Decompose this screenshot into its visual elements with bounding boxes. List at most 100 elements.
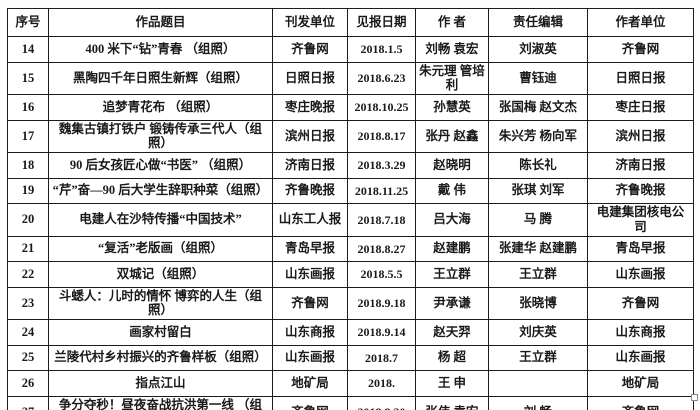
serial-cell: 24 xyxy=(7,319,49,346)
author-cell: 杨 超 xyxy=(415,344,489,371)
author-unit-cell: 滨州日报 xyxy=(587,119,694,153)
date-cell: 2018.5.5 xyxy=(347,261,416,288)
author-unit-cell: 山东画报 xyxy=(587,344,694,371)
editor-cell: 马 腾 xyxy=(488,203,588,237)
title-cell: 争分夺秒！昼夜奋战抗洪第一线 （组照） xyxy=(48,395,273,410)
serial-cell: 22 xyxy=(7,261,49,288)
author-cell: 赵建鹏 xyxy=(415,235,489,262)
title-cell: 画家村留白 xyxy=(48,319,273,346)
author-unit-cell: 山东商报 xyxy=(587,319,694,346)
author-cell: 赵晓明 xyxy=(415,152,489,179)
author-unit-cell: 日照日报 xyxy=(587,61,694,95)
table-row: 18 90 后女孩匠心做“书医” （组照） 济南日报 2018.3.29 赵晓明… xyxy=(7,152,694,179)
column-header: 作者单位 xyxy=(587,8,694,37)
publisher-cell: 山东商报 xyxy=(272,319,348,346)
title-cell: 兰陵代村乡村振兴的齐鲁样板（组照） xyxy=(48,344,273,371)
table-row: 21 “复活”老版画（组照） 青岛早报 2018.8.27 赵建鹏 张建华 赵建… xyxy=(7,235,694,262)
date-cell: 2018.3.29 xyxy=(347,152,416,179)
table-row: 16 追梦青花布 （组照） 枣庄晚报 2018.10.25 孙慧英 张国梅 赵文… xyxy=(7,94,694,121)
table-row: 15 黑陶四千年日照生新辉（组照） 日照日报 2018.6.23 朱元理 管培利… xyxy=(7,61,694,95)
author-unit-cell: 枣庄日报 xyxy=(587,94,694,121)
author-cell: 王立群 xyxy=(415,261,489,288)
title-cell: 指点江山 xyxy=(48,370,273,397)
editor-cell: 王立群 xyxy=(488,261,588,288)
editor-cell: 王立群 xyxy=(488,344,588,371)
table-row: 14 400 米下“钻”青春 （组照） 齐鲁网 2018.1.5 刘畅 袁宏 刘… xyxy=(7,36,694,63)
serial-cell: 18 xyxy=(7,152,49,179)
serial-cell: 26 xyxy=(7,370,49,397)
serial-cell: 21 xyxy=(7,235,49,262)
title-cell: 斗蟋人：儿时的情怀 博弈的人生（组照） xyxy=(48,286,273,320)
serial-cell: 16 xyxy=(7,94,49,121)
table-row: 19 “芹”奋—90 后大学生辞职种菜（组照） 齐鲁晚报 2018.11.25 … xyxy=(7,177,694,204)
publisher-cell: 齐鲁网 xyxy=(272,395,348,410)
serial-cell: 20 xyxy=(7,203,49,237)
editor-cell: 朱兴芳 杨向军 xyxy=(488,119,588,153)
date-cell: 2018.7.18 xyxy=(347,203,416,237)
serial-cell: 23 xyxy=(7,286,49,320)
table-row: 23 斗蟋人：儿时的情怀 博弈的人生（组照） 齐鲁网 2018.9.18 尹承谦… xyxy=(7,286,694,320)
publisher-cell: 齐鲁网 xyxy=(272,36,348,63)
author-unit-cell: 电建集团核电公司 xyxy=(587,203,694,237)
table-row: 27 争分夺秒！昼夜奋战抗洪第一线 （组照） 齐鲁网 2018.8.30 张伟 … xyxy=(7,395,694,410)
table-row: 26 指点江山 地矿局 2018. 王 申 地矿局 xyxy=(7,370,694,397)
author-cell: 刘畅 袁宏 xyxy=(415,36,489,63)
editor-cell: 张建华 赵建鹏 xyxy=(488,235,588,262)
serial-cell: 15 xyxy=(7,61,49,95)
author-cell: 张丹 赵鑫 xyxy=(415,119,489,153)
publisher-cell: 枣庄晚报 xyxy=(272,94,348,121)
title-cell: 400 米下“钻”青春 （组照） xyxy=(48,36,273,63)
author-cell: 戴 伟 xyxy=(415,177,489,204)
date-cell: 2018.8.17 xyxy=(347,119,416,153)
publisher-cell: 日照日报 xyxy=(272,61,348,95)
author-unit-cell: 地矿局 xyxy=(587,370,694,397)
author-unit-cell: 青岛早报 xyxy=(587,235,694,262)
table-row: 22 双城记（组照） 山东画报 2018.5.5 王立群 王立群 山东画报 xyxy=(7,261,694,288)
table-row: 20 电建人在沙特传播“中国技术” 山东工人报 2018.7.18 吕大海 马 … xyxy=(7,203,694,237)
author-unit-cell: 济南日报 xyxy=(587,152,694,179)
title-cell: “芹”奋—90 后大学生辞职种菜（组照） xyxy=(48,177,273,204)
date-cell: 2018.11.25 xyxy=(347,177,416,204)
table-row: 17 魏集古镇打铁户 锻铸传承三代人（组照） 滨州日报 2018.8.17 张丹… xyxy=(7,119,694,153)
date-cell: 2018.1.5 xyxy=(347,36,416,63)
author-cell: 孙慧英 xyxy=(415,94,489,121)
title-cell: 黑陶四千年日照生新辉（组照） xyxy=(48,61,273,95)
author-unit-cell: 山东画报 xyxy=(587,261,694,288)
publisher-cell: 青岛早报 xyxy=(272,235,348,262)
title-cell: 电建人在沙特传播“中国技术” xyxy=(48,203,273,237)
serial-cell: 27 xyxy=(7,395,49,410)
table-resize-handle-icon[interactable] xyxy=(691,394,698,401)
column-header: 见报日期 xyxy=(347,8,416,37)
column-header: 作品题目 xyxy=(48,8,273,37)
editor-cell: 张晓博 xyxy=(488,286,588,320)
publisher-cell: 地矿局 xyxy=(272,370,348,397)
date-cell: 2018.8.30 xyxy=(347,395,416,410)
date-cell: 2018. xyxy=(347,370,416,397)
editor-cell: 刘庆英 xyxy=(488,319,588,346)
title-cell: 90 后女孩匠心做“书医” （组照） xyxy=(48,152,273,179)
column-header: 作 者 xyxy=(415,8,489,37)
author-unit-cell: 齐鲁晚报 xyxy=(587,177,694,204)
author-cell: 赵天羿 xyxy=(415,319,489,346)
title-cell: 追梦青花布 （组照） xyxy=(48,94,273,121)
author-cell: 尹承谦 xyxy=(415,286,489,320)
editor-cell: 张琪 刘军 xyxy=(488,177,588,204)
column-header: 刊发单位 xyxy=(272,8,348,37)
header-row: 序号 作品题目 刊发单位 见报日期作 者责任编辑 作者单位 xyxy=(7,8,694,37)
publisher-cell: 滨州日报 xyxy=(272,119,348,153)
editor-cell: 曹钰迪 xyxy=(488,61,588,95)
author-cell: 吕大海 xyxy=(415,203,489,237)
title-cell: 双城记（组照） xyxy=(48,261,273,288)
serial-cell: 25 xyxy=(7,344,49,371)
editor-cell: 刘 畅 xyxy=(488,395,588,410)
table-row: 24 画家村留白 山东商报 2018.9.14 赵天羿 刘庆英 山东商报 xyxy=(7,319,694,346)
editor-cell: 刘淑英 xyxy=(488,36,588,63)
column-header: 序号 xyxy=(7,8,49,37)
awards-works-table: 序号 作品题目 刊发单位 见报日期作 者责任编辑 作者单位 14 400 米下“钻”青春… xyxy=(7,8,694,410)
publisher-cell: 山东画报 xyxy=(272,261,348,288)
publisher-cell: 齐鲁网 xyxy=(272,286,348,320)
title-cell: 魏集古镇打铁户 锻铸传承三代人（组照） xyxy=(48,119,273,153)
author-unit-cell: 齐鲁网 xyxy=(587,36,694,63)
date-cell: 2018.7 xyxy=(347,344,416,371)
